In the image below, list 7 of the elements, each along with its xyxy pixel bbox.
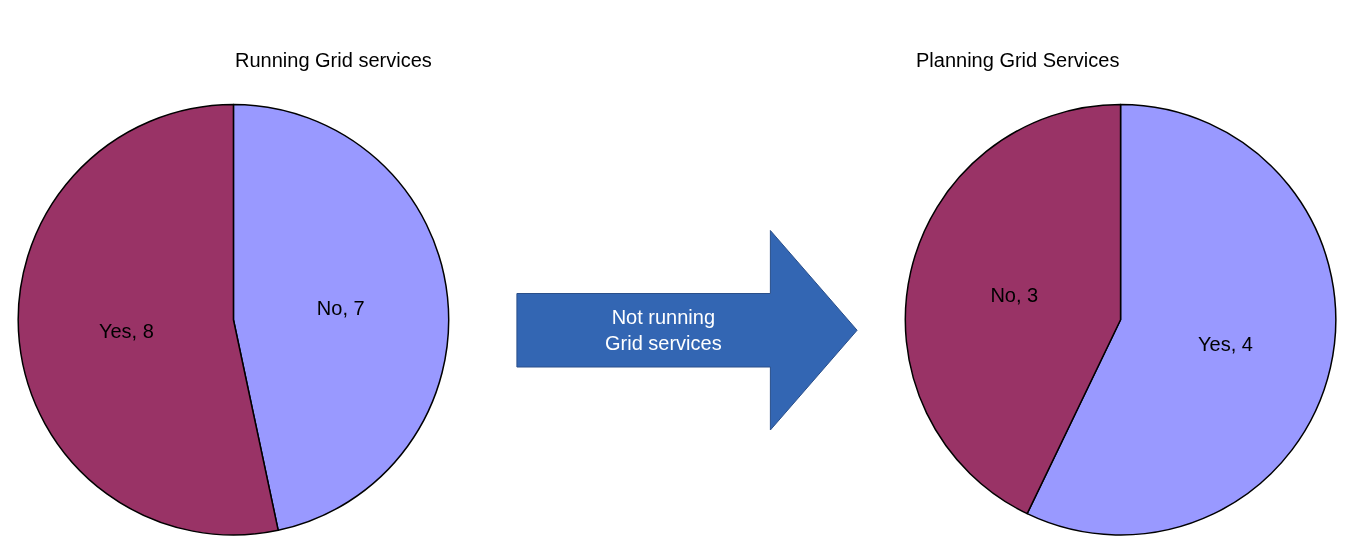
slice-label: No, 3 (990, 284, 1039, 307)
chart-title: Planning Grid Services (916, 49, 1120, 71)
slice-label: Yes, 4 (1198, 332, 1253, 355)
chart-title: Running Grid services (235, 49, 432, 71)
text: Not running Grid services (605, 306, 722, 354)
slice-label: Yes, 8 (98, 320, 154, 342)
slice-label: No, 7 (316, 297, 365, 320)
